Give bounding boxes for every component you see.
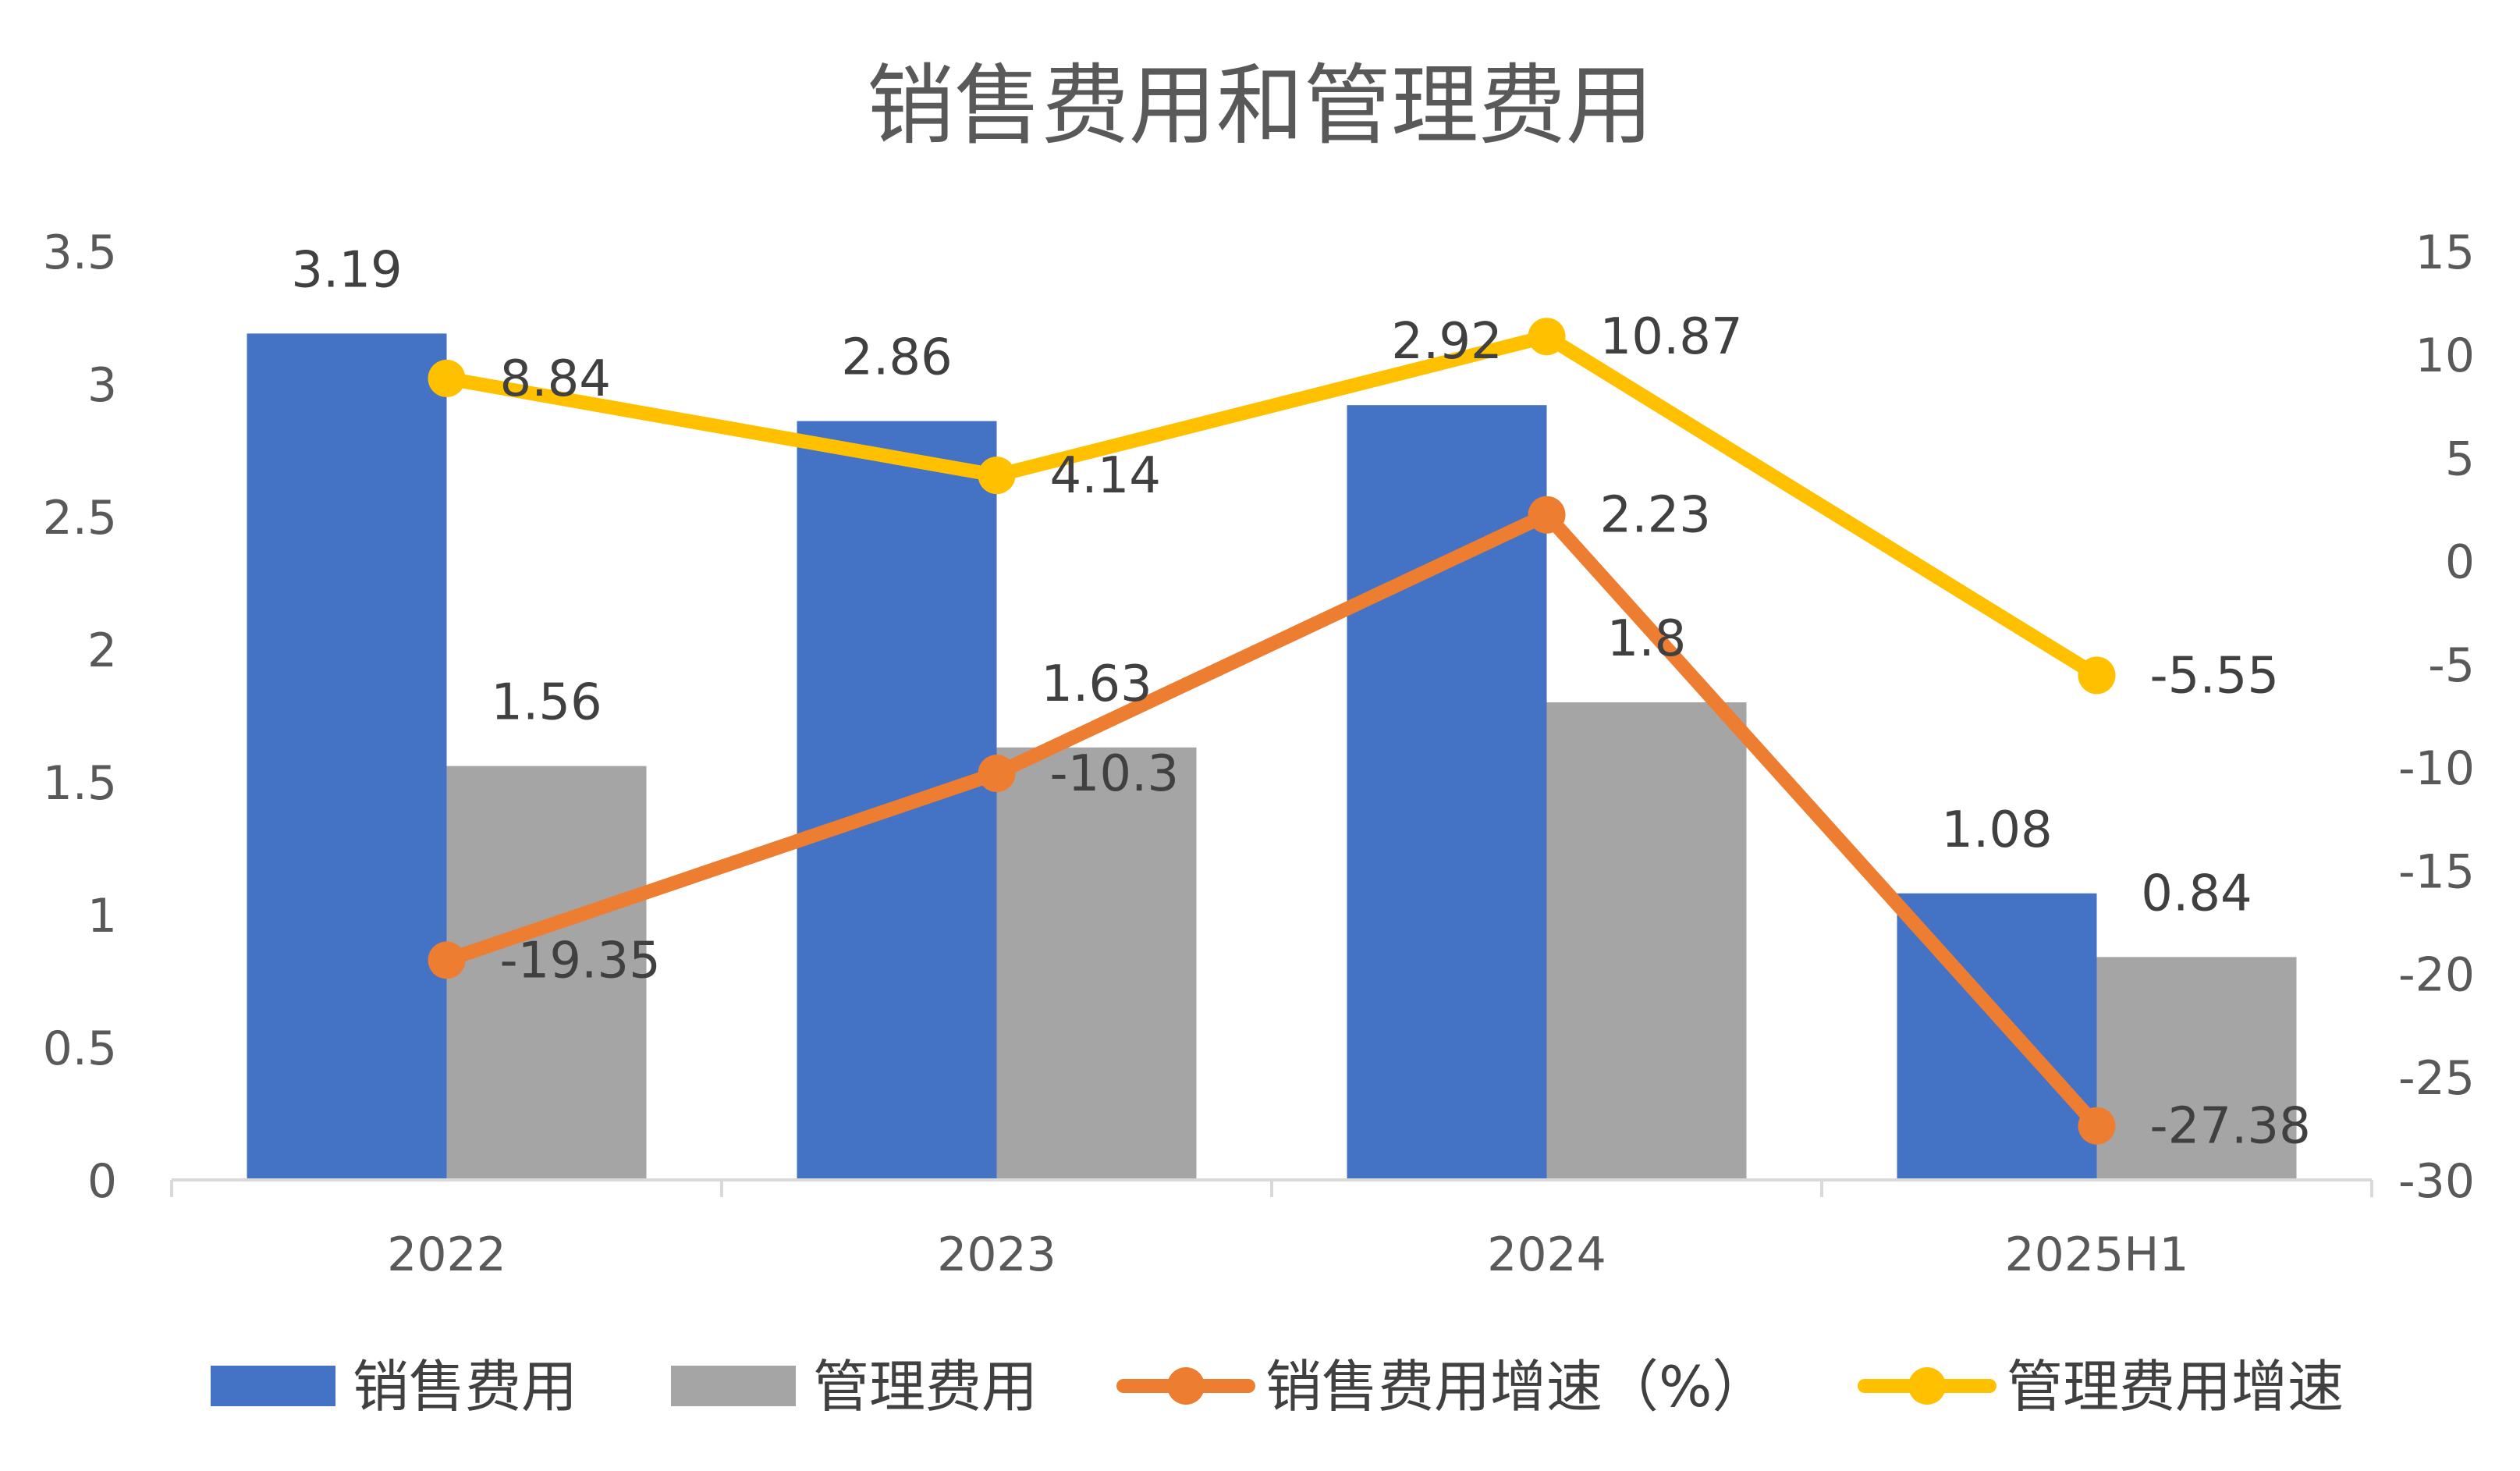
data-label-sales-growth: -19.35 (500, 932, 661, 990)
line-point-sales-growth-2025H1 (2078, 1107, 2116, 1145)
line-point-sales-growth-2024 (1528, 496, 1566, 534)
line-layer (428, 318, 2116, 1145)
line-point-admin-growth-2022 (428, 359, 466, 397)
y-right-tick-label: -10 (2398, 741, 2475, 796)
y-left-tick-label: 1 (87, 889, 117, 943)
y-right-tick-label: -25 (2398, 1051, 2475, 1106)
legend-swatch (671, 1366, 796, 1406)
y-right-tick-label: 10 (2415, 329, 2475, 383)
data-label-sales-growth: 2.23 (1600, 487, 1712, 545)
y-left-tick-label: 2.5 (43, 491, 117, 545)
line-point-admin-growth-2025H1 (2078, 656, 2116, 695)
line-series-admin-growth (439, 329, 2104, 683)
data-label-sales: 1.08 (1941, 801, 2053, 859)
data-label-admin-growth: 4.14 (1050, 447, 1162, 505)
bar-admin-2023 (996, 747, 1197, 1180)
legend-item: 销售费用 (211, 1354, 577, 1419)
y-left-tick-label: 0 (87, 1154, 117, 1209)
bar-admin-2025H1 (2096, 957, 2297, 1180)
legend-item: 管理费用 (671, 1354, 1038, 1419)
legend-item: 销售费用增速（%） (1116, 1354, 1768, 1419)
y-right-tick-label: 5 (2445, 432, 2475, 486)
data-label-sales: 3.19 (291, 241, 403, 299)
bar-admin-2024 (1546, 702, 1747, 1180)
data-label-sales: 2.92 (1391, 313, 1503, 371)
line-point-admin-growth-2023 (978, 457, 1016, 495)
y-left-tick-label: 0.5 (43, 1022, 117, 1076)
y-right-tick-label: 15 (2415, 226, 2475, 280)
data-label-sales-growth: -27.38 (2150, 1098, 2311, 1156)
bar-admin-2022 (446, 766, 647, 1180)
line-point-sales-growth-2022 (428, 941, 466, 979)
legend: 销售费用 管理费用 销售费用增速（%） 管理费用增速 (211, 1354, 2344, 1419)
legend-item: 管理费用增速 (1858, 1354, 2344, 1419)
legend-label: 管理费用 (813, 1354, 1038, 1419)
data-label-admin: 0.84 (2141, 865, 2252, 922)
x-tick-label: 2024 (1487, 1228, 1606, 1282)
legend-marker (1908, 1367, 1946, 1405)
data-label-layer: 3.19 2.86 2.92 1.08 1.56 1.63 1.8 0.84 -19.35 -10… (291, 241, 2311, 1155)
y-left-tick-label: 3 (87, 358, 117, 413)
data-label-admin-growth: -5.55 (2150, 647, 2280, 705)
legend-marker (1167, 1367, 1205, 1405)
axes-layer: 2022 2023 2024 2025H1 0 0.5 1 1.5 2 2.5 3 3.5 -30 -25… (43, 226, 2475, 1282)
y-right-tick-label: 0 (2445, 535, 2475, 590)
y-left-tick-label: 3.5 (43, 226, 117, 280)
data-label-sales: 2.86 (841, 329, 953, 387)
data-label-sales-growth: -10.3 (1050, 745, 1180, 803)
legend-label: 销售费用 (353, 1354, 577, 1419)
data-label-admin: 1.56 (491, 674, 602, 732)
bar-layer (247, 333, 2297, 1180)
y-left-tick-label: 1.5 (43, 756, 117, 811)
y-right-tick-label: -15 (2398, 844, 2475, 899)
bar-sales-2022 (247, 333, 447, 1180)
line-point-admin-growth-2024 (1528, 318, 1566, 356)
x-tick-label: 2025H1 (2005, 1228, 2189, 1282)
legend-label: 销售费用增速（%） (1265, 1354, 1768, 1419)
x-tick-label: 2022 (387, 1228, 506, 1282)
data-label-admin: 1.8 (1607, 610, 1687, 668)
data-label-admin-growth: 10.87 (1600, 308, 1743, 366)
y-right-tick-label: -20 (2398, 948, 2475, 1003)
line-series-sales-growth (439, 507, 2104, 1133)
data-label-admin: 1.63 (1041, 656, 1152, 713)
y-right-tick-label: -5 (2428, 638, 2475, 693)
y-right-tick-label: -30 (2398, 1154, 2475, 1209)
x-tick-label: 2023 (937, 1228, 1056, 1282)
line-point-sales-growth-2023 (978, 755, 1016, 793)
legend-swatch (211, 1366, 335, 1406)
chart-title: 销售费用和管理费用 (867, 55, 1653, 157)
legend-label: 管理费用增速 (2007, 1354, 2344, 1419)
data-label-admin-growth: 8.84 (500, 350, 612, 408)
y-left-tick-label: 2 (87, 624, 117, 678)
